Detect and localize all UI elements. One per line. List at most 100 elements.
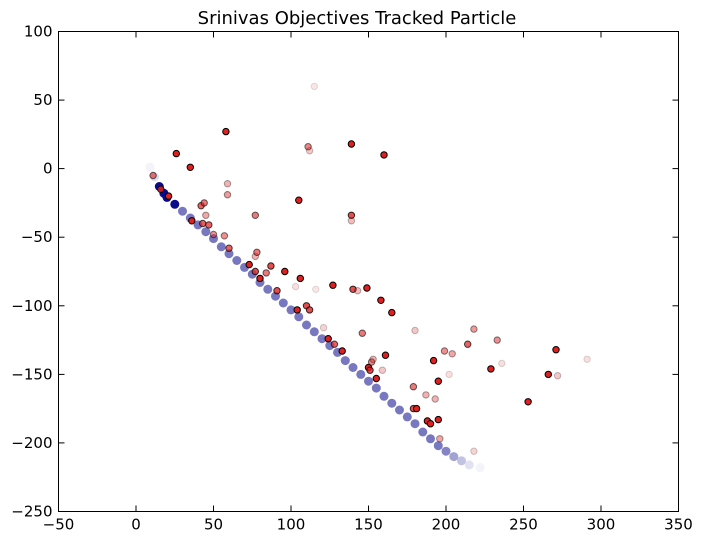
objective-points-layer xyxy=(149,82,591,455)
objective-point xyxy=(225,244,233,252)
trajectory-point xyxy=(348,363,358,372)
x-tick-label: 200 xyxy=(432,516,461,534)
trajectory-point xyxy=(340,356,350,366)
objective-point xyxy=(262,269,270,277)
x-tick-label: 0 xyxy=(131,516,141,534)
objective-point xyxy=(434,415,442,424)
objective-point xyxy=(544,370,552,379)
x-tick-label: 350 xyxy=(664,516,693,534)
trajectory-point xyxy=(232,256,242,265)
trajectory-point xyxy=(224,249,234,259)
y-tick-labels: 100 50 0 −50 −100 −150 −200 −250 xyxy=(11,23,52,521)
objective-point xyxy=(377,296,385,304)
trajectory-point xyxy=(278,298,288,308)
x-tick-labels: −50 0 50 100 150 200 250 300 350 xyxy=(43,516,693,534)
objective-point xyxy=(409,383,418,391)
objective-point xyxy=(205,221,213,229)
objective-point xyxy=(487,365,495,373)
objective-point xyxy=(291,282,300,291)
objective-point xyxy=(470,325,478,333)
x-tick-label: 150 xyxy=(354,516,383,534)
trajectory-point xyxy=(145,162,155,172)
objective-point xyxy=(367,358,376,366)
objective-point xyxy=(388,308,396,317)
trajectory-point xyxy=(178,206,187,216)
objective-point xyxy=(412,404,421,413)
objective-point xyxy=(338,347,346,355)
objective-point xyxy=(256,274,264,283)
trajectory-point xyxy=(216,242,226,252)
objective-point xyxy=(304,143,312,151)
objective-point xyxy=(200,199,208,207)
trajectory-point xyxy=(286,305,296,315)
trajectory-point xyxy=(201,227,211,237)
y-tick-label: −50 xyxy=(21,228,53,246)
objective-point xyxy=(199,219,207,228)
objective-point xyxy=(431,395,439,403)
objective-point xyxy=(253,248,261,257)
objective-point xyxy=(436,435,444,443)
objective-point xyxy=(552,346,560,354)
trajectory-point xyxy=(402,412,412,422)
objective-point xyxy=(445,370,453,379)
objective-point xyxy=(172,149,181,158)
y-tick-label: −250 xyxy=(11,503,52,521)
objective-point xyxy=(498,359,506,368)
x-tick-label: 50 xyxy=(204,516,223,534)
objective-point xyxy=(251,211,260,220)
objective-point xyxy=(553,372,562,380)
trajectory-point xyxy=(426,434,435,444)
objective-point xyxy=(324,335,332,343)
objective-point xyxy=(293,306,301,314)
objective-point xyxy=(296,274,304,283)
x-tick-label: 250 xyxy=(509,516,538,534)
objective-point xyxy=(422,391,430,399)
objective-point xyxy=(164,192,173,200)
objective-point xyxy=(381,351,390,359)
objective-point xyxy=(448,350,456,358)
objective-point xyxy=(347,217,356,225)
objective-point xyxy=(434,377,442,385)
trajectory-point xyxy=(309,327,319,337)
objective-point xyxy=(305,147,314,155)
objective-point xyxy=(372,374,380,383)
objective-point xyxy=(273,287,281,295)
objective-point xyxy=(188,217,196,225)
trajectory-point xyxy=(441,446,451,456)
objective-point xyxy=(295,196,303,204)
objective-point xyxy=(223,191,232,199)
objective-point xyxy=(312,285,320,293)
objective-point xyxy=(493,336,501,344)
trajectory-point xyxy=(371,383,381,393)
trajectory-point xyxy=(475,463,485,473)
objective-point xyxy=(220,232,229,240)
objective-point xyxy=(157,185,165,193)
plot-area-frame xyxy=(58,31,679,512)
objective-point xyxy=(378,366,387,374)
trajectory-point xyxy=(464,460,474,470)
objective-point xyxy=(186,163,195,172)
objective-point xyxy=(222,127,230,136)
objective-point xyxy=(353,287,362,295)
trajectory-point xyxy=(170,199,180,209)
trajectory-point xyxy=(317,334,327,344)
trajectory-layer xyxy=(145,162,485,473)
objective-point xyxy=(223,180,232,188)
y-tick-label: 50 xyxy=(33,91,52,109)
objective-point xyxy=(363,284,371,292)
objective-point xyxy=(251,267,260,276)
y-tick-label: −100 xyxy=(11,297,52,315)
objective-point xyxy=(426,420,435,428)
trajectory-point xyxy=(395,405,404,415)
objective-point xyxy=(464,340,472,348)
x-tick-label: 100 xyxy=(277,516,306,534)
x-tick-label: −50 xyxy=(43,516,75,534)
chart-title: Srinivas Objectives Tracked Particle xyxy=(198,8,517,29)
trajectory-point xyxy=(433,441,443,451)
objective-point xyxy=(209,230,218,239)
objective-point xyxy=(358,329,366,337)
objective-point xyxy=(524,398,532,406)
objective-point xyxy=(347,211,356,220)
objective-point xyxy=(319,324,328,332)
objective-point xyxy=(149,171,157,180)
